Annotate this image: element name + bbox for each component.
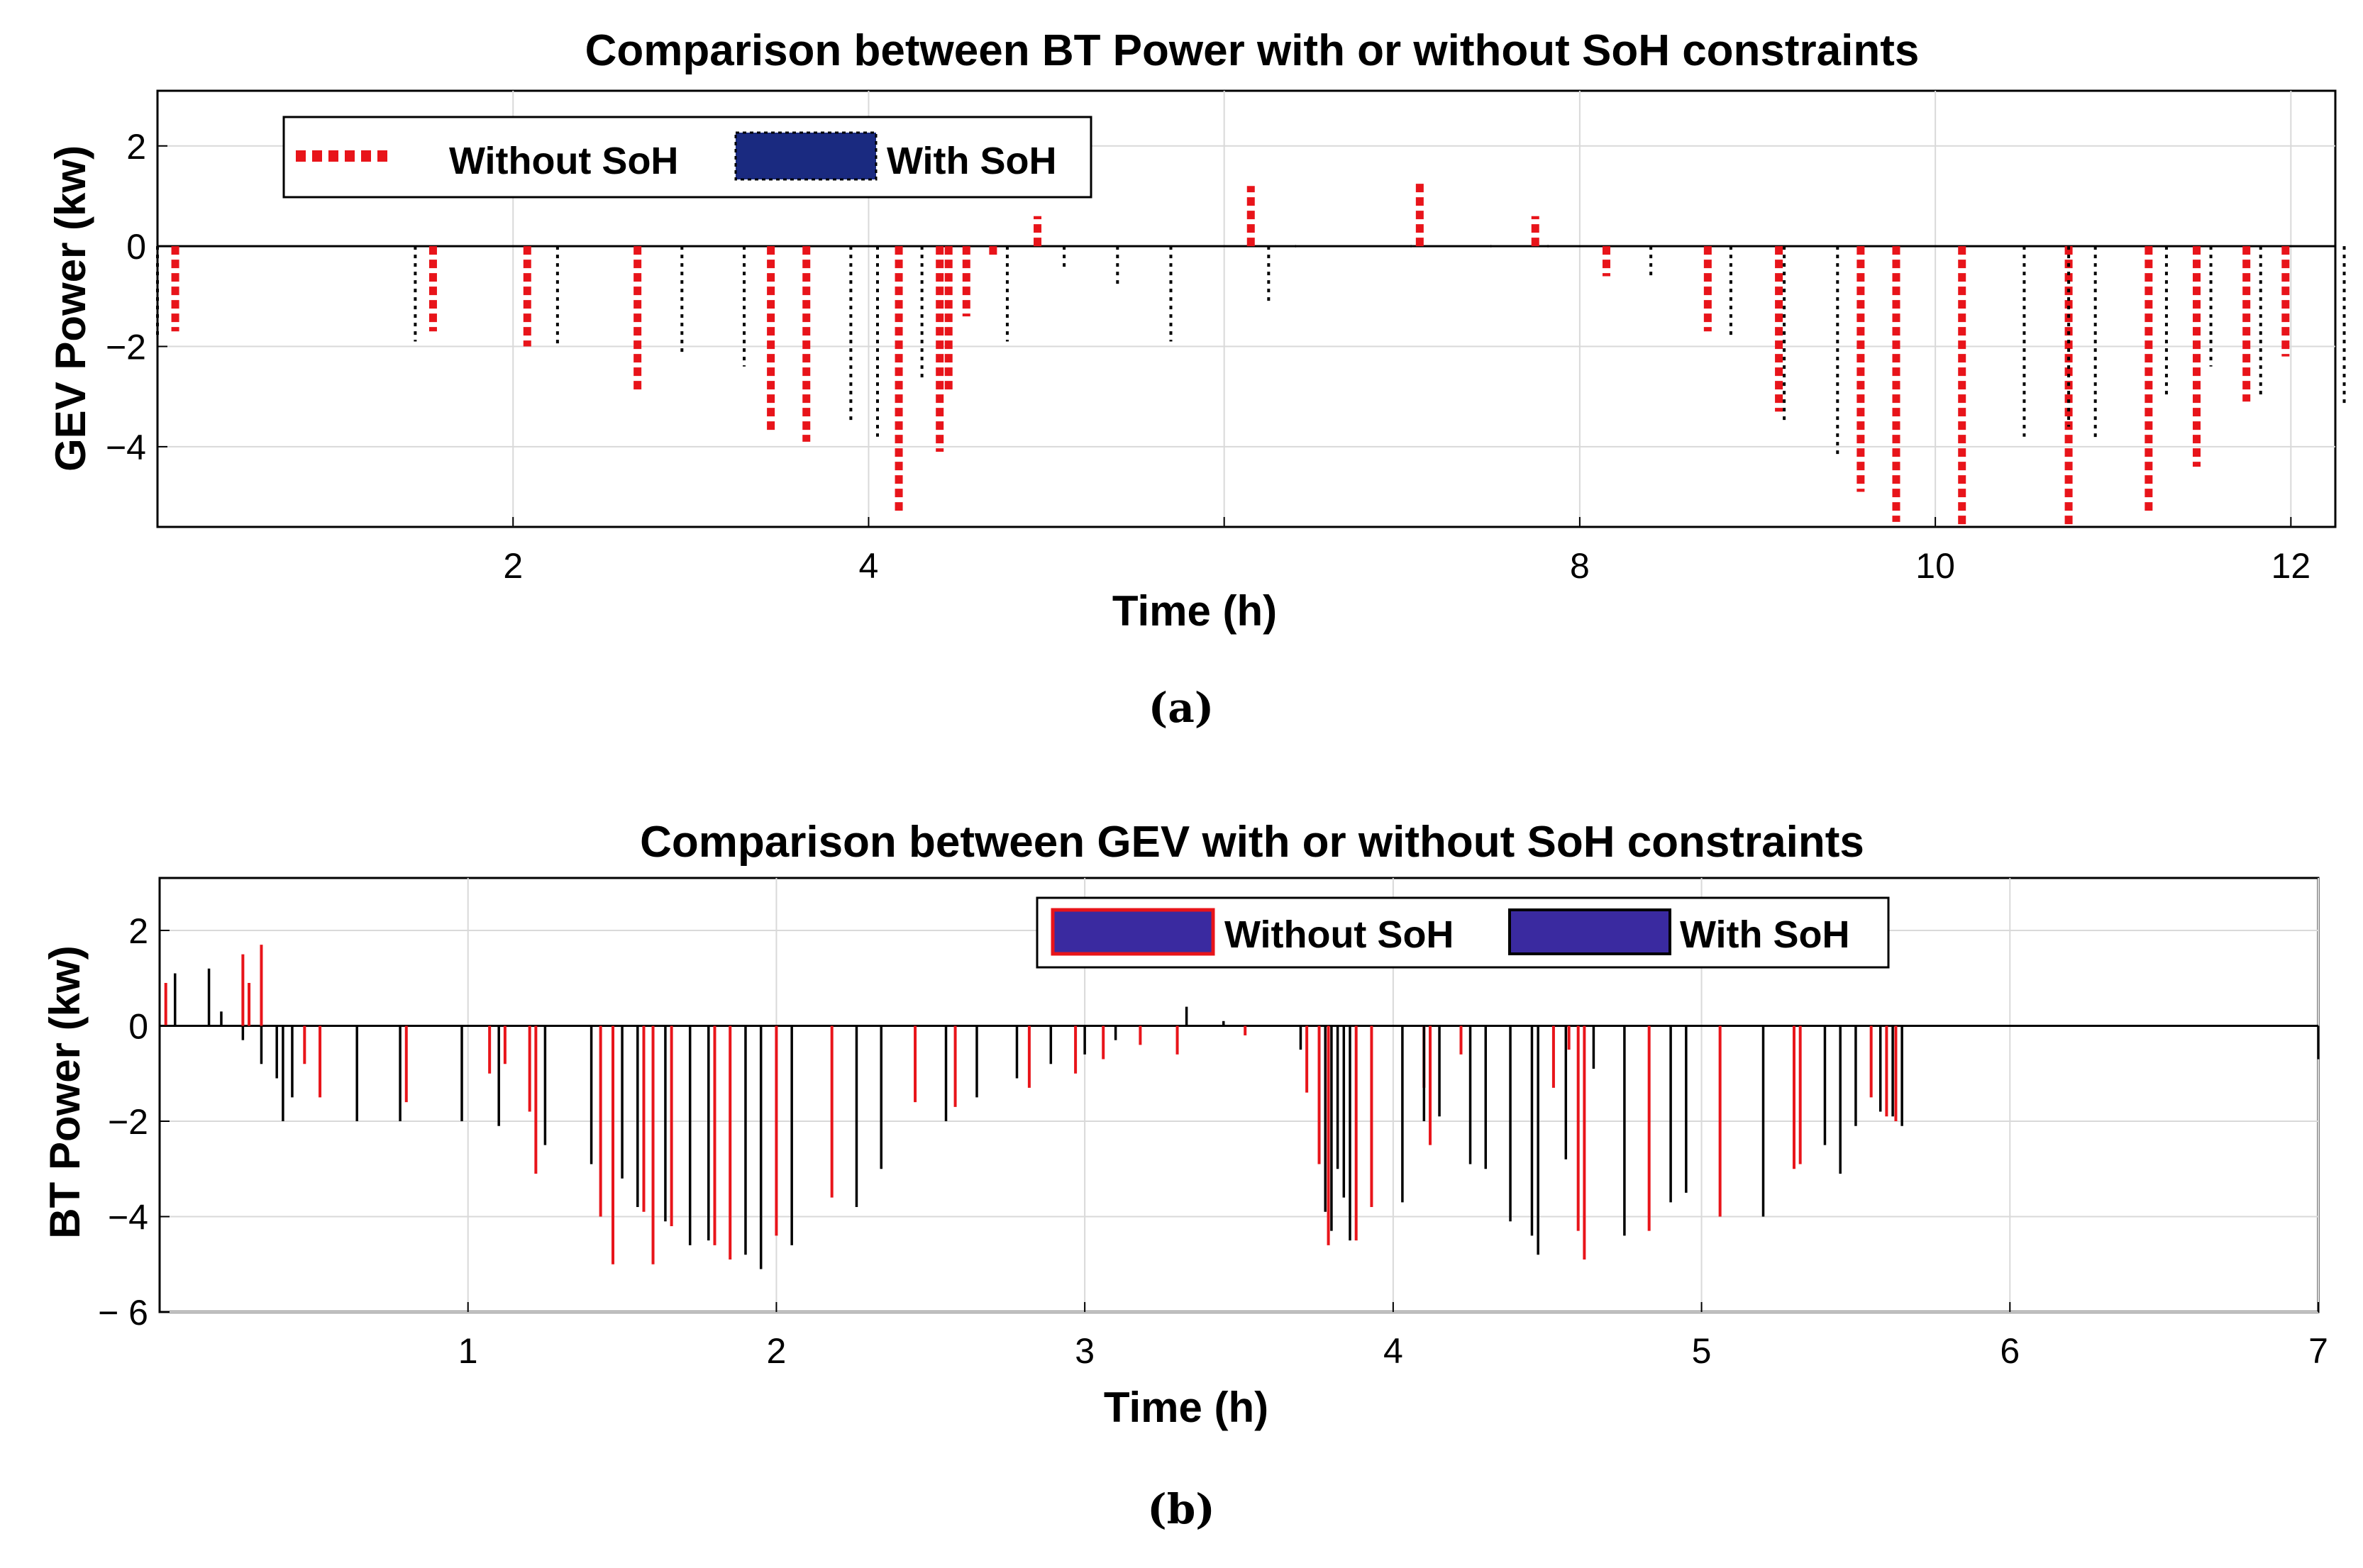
x-tick-label: 4 (1383, 1331, 1403, 1371)
legend-swatch-with-soh-a (734, 131, 878, 181)
y-tick-label: −2 (106, 328, 146, 367)
legend-label-without-soh-b: Without SoH (1224, 913, 1454, 956)
x-tick-label: 5 (1692, 1331, 1712, 1371)
x-tick-label: 2 (767, 1331, 787, 1371)
y-tick-label: −2 (108, 1102, 148, 1142)
legend-swatch-with-soh-b (1508, 908, 1671, 955)
chart-panel-b: Comparison between GEV with or without S… (41, 818, 2328, 1533)
x-axis-label-b: Time (h) (1104, 1384, 1268, 1431)
ticks-a: 2 4 8 10 12 2 0 −2 −4 (106, 127, 2311, 586)
caption-b: (b) (1147, 1485, 1214, 1533)
bars-a (156, 181, 2346, 527)
y-tick-label: 0 (128, 1006, 148, 1046)
x-tick-label: 1 (458, 1331, 478, 1371)
legend-a: Without SoH With SoH (282, 116, 1092, 199)
y-tick-label: −4 (108, 1197, 148, 1237)
x-axis-label-a: Time (h) (1112, 587, 1277, 635)
chart-panel-a: Comparison between BT Power with or with… (47, 26, 2346, 732)
y-axis-label-a: GEV Power (kw) (47, 145, 94, 472)
y-axis-label-b: BT Power (kw) (41, 945, 89, 1238)
chart-title-a: Comparison between BT Power with or with… (585, 26, 1920, 75)
y-tick-label: 2 (128, 911, 148, 951)
y-tick-label: 0 (126, 227, 146, 267)
x-tick-label: 3 (1075, 1331, 1095, 1371)
x-tick-label: 2 (503, 546, 523, 586)
y-tick-label: − 6 (98, 1293, 148, 1333)
legend-label-with-soh-a: With SoH (887, 140, 1056, 182)
legend-b: Without SoH With SoH (1036, 896, 1890, 969)
x-tick-label: 6 (2000, 1331, 2020, 1371)
legend-label-with-soh-b: With SoH (1680, 913, 1849, 956)
y-tick-label: 2 (126, 127, 146, 167)
x-tick-label: 8 (1570, 546, 1590, 586)
legend-box-a (282, 116, 1092, 199)
legend-label-without-soh-a: Without SoH (449, 140, 678, 182)
x-tick-label: 10 (1915, 546, 1955, 586)
ticks-b: 1 2 3 4 5 6 7 2 0 −2 −4 − 6 (98, 911, 2328, 1371)
y-tick-label: −4 (106, 428, 146, 467)
chart-title-b: Comparison between GEV with or without S… (640, 818, 1864, 867)
bars-b (164, 945, 2320, 1269)
x-tick-label: 12 (2271, 546, 2311, 586)
x-tick-label: 7 (2308, 1331, 2328, 1371)
x-tick-label: 4 (859, 546, 879, 586)
caption-a: (a) (1149, 684, 1214, 732)
legend-swatch-without-soh-b (1051, 908, 1215, 956)
